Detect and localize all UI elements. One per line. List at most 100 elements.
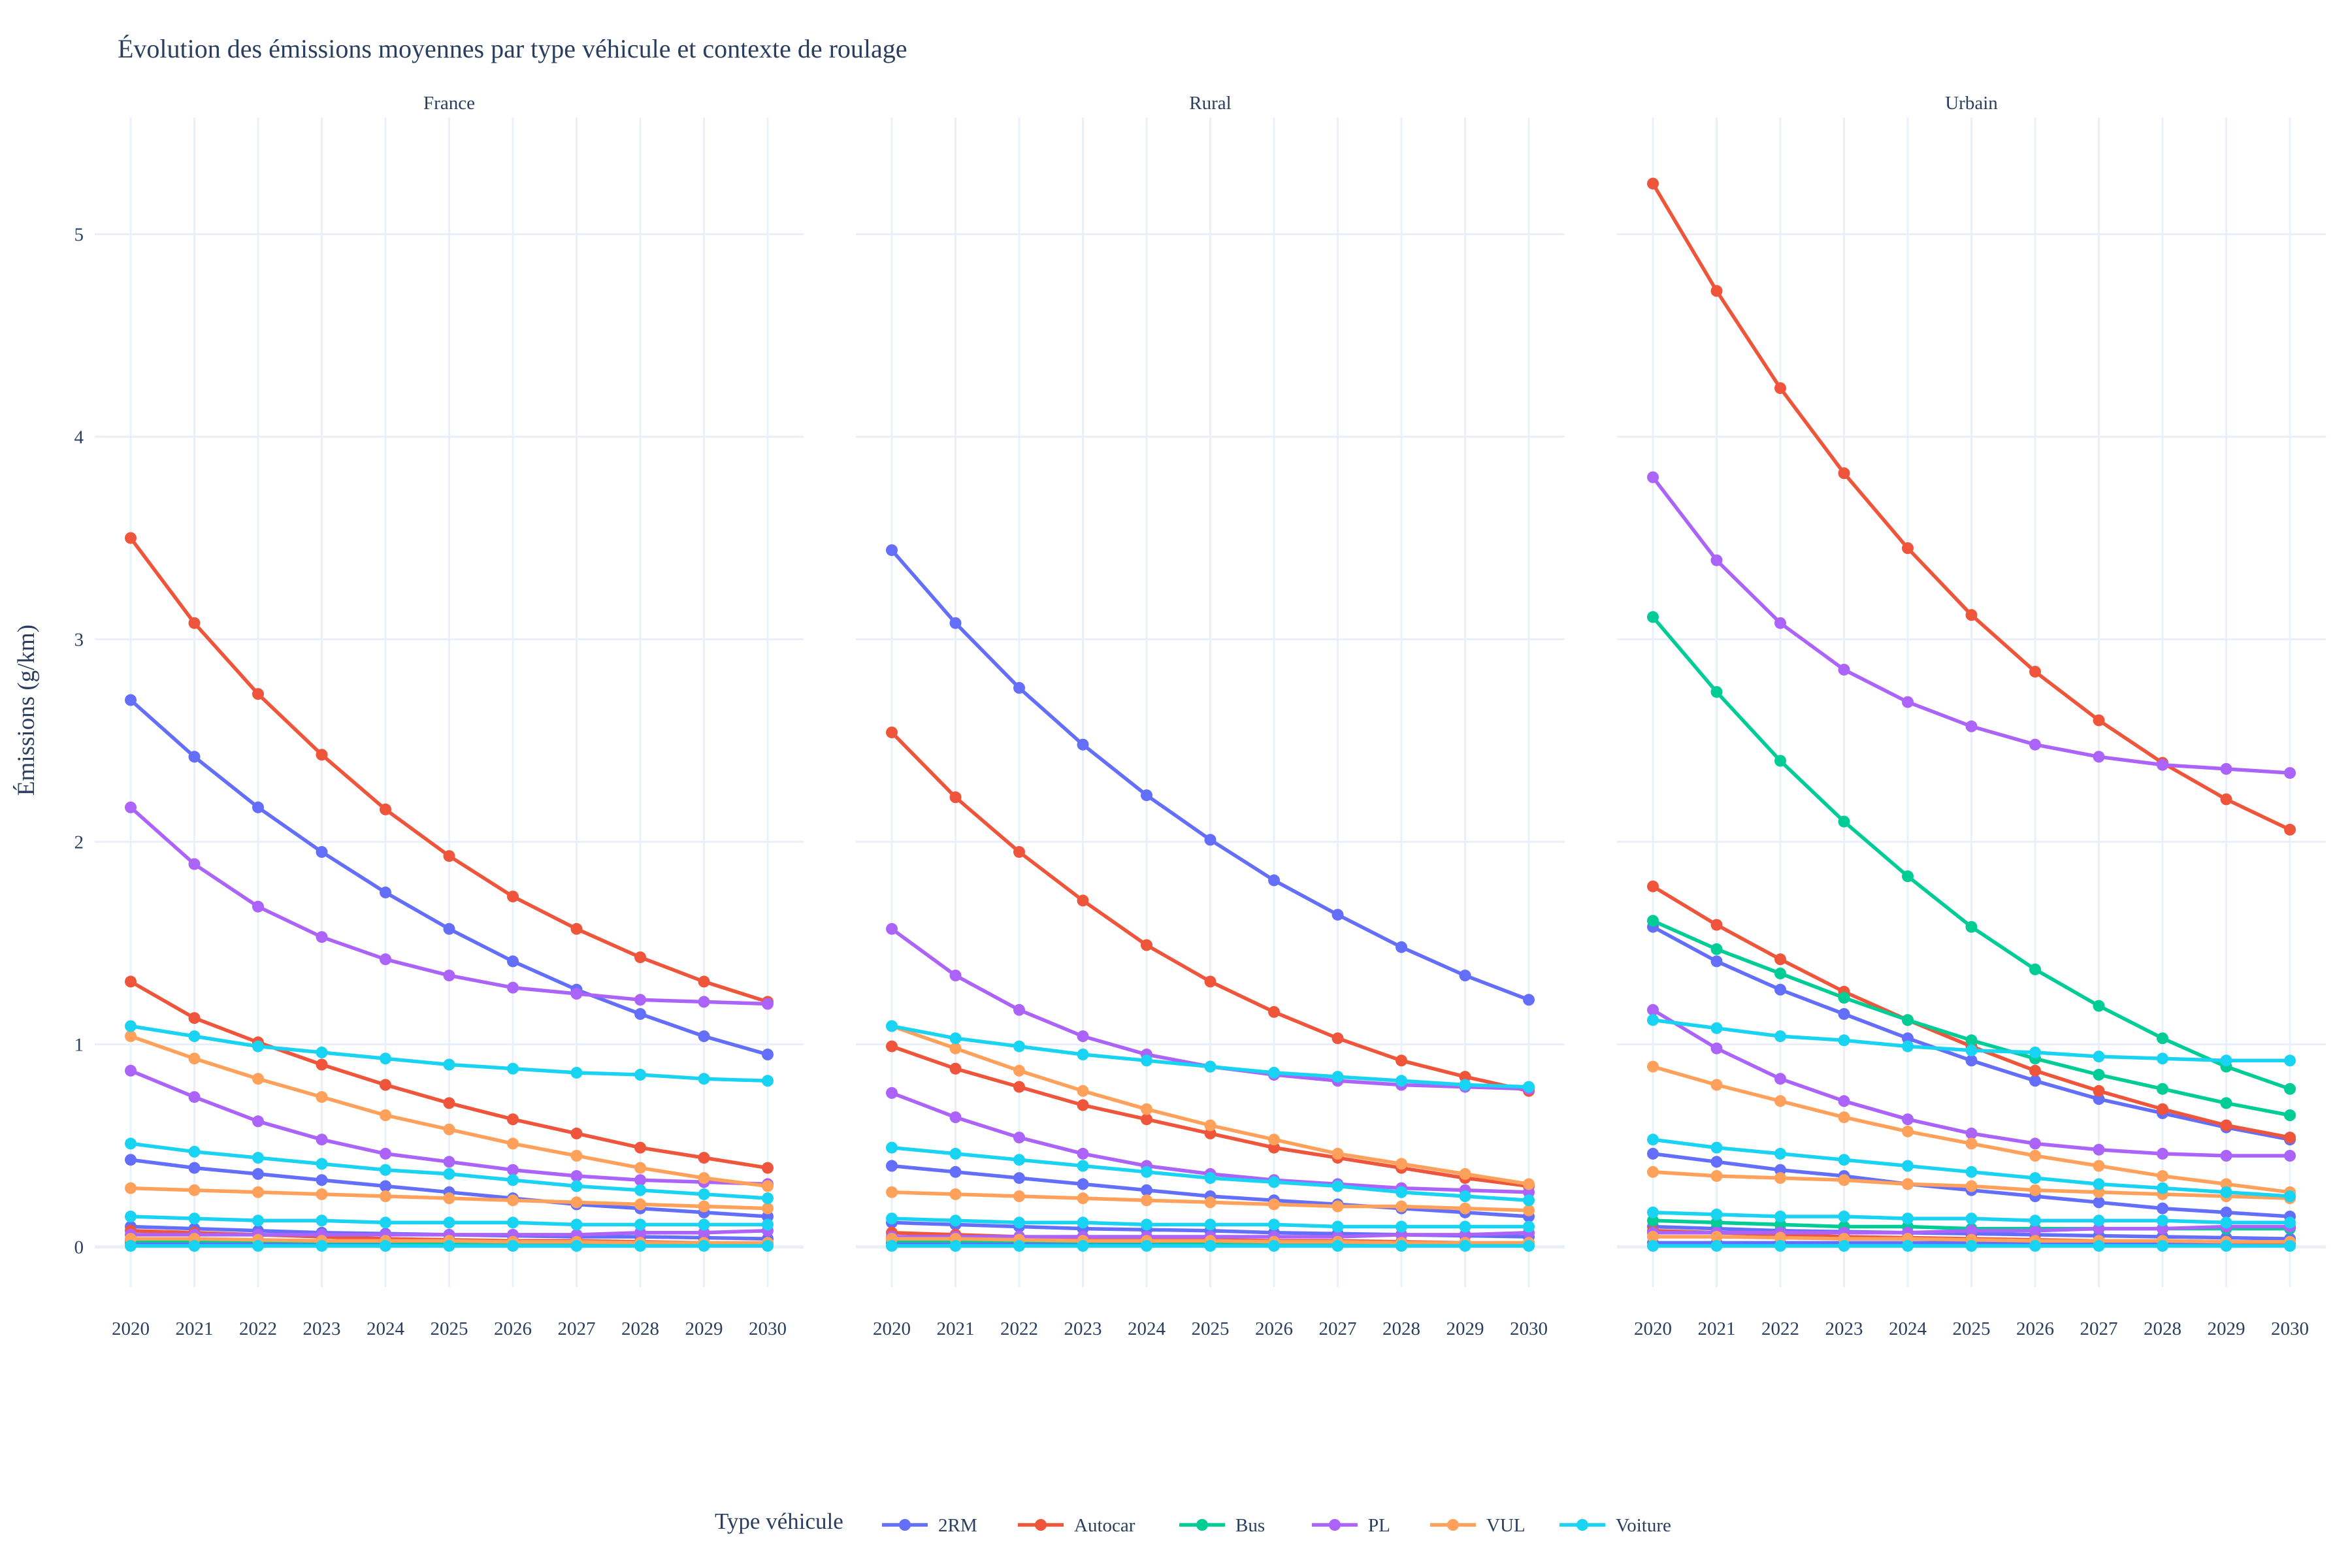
data-point [125,1020,137,1032]
data-point [2284,1239,2296,1252]
x-tick-label: 2024 [1889,1318,1927,1339]
data-point [443,1192,455,1205]
data-point [762,1180,774,1192]
data-point [252,1073,264,1085]
data-point [1204,975,1217,988]
data-point [886,1239,898,1252]
data-point [1710,1042,1723,1054]
x-tick-label: 2027 [558,1318,596,1339]
series-line-pl [125,1064,774,1190]
data-point [1077,1178,1089,1190]
data-point [1838,1154,1850,1166]
data-point [188,858,201,870]
data-point [949,1166,962,1178]
x-tick-label: 2024 [367,1318,405,1339]
data-point [2093,1222,2105,1235]
data-point [2093,1196,2105,1209]
data-point [316,931,328,943]
data-point [1838,664,1850,676]
legend-item-pl[interactable]: PL [1312,1515,1390,1536]
data-point [949,1042,962,1054]
data-point [316,1174,328,1186]
data-point [1523,1220,1535,1233]
data-point [570,1170,583,1182]
data-point [698,1218,710,1231]
data-point [1774,1095,1786,1107]
x-tick-label: 2022 [1761,1318,1799,1339]
data-point [1013,1172,1025,1184]
series-line-voiture [886,1141,1535,1207]
data-point [1523,994,1535,1006]
legend-swatch-marker [1035,1519,1047,1531]
x-tick-label: 2025 [1192,1318,1230,1339]
data-point [886,544,898,557]
data-point [1331,1071,1344,1083]
data-point [507,1062,519,1075]
legend-item-2rm[interactable]: 2RM [882,1515,977,1536]
data-point [125,1154,137,1166]
data-point [2220,1178,2232,1190]
data-point [1710,943,1723,955]
data-point [1396,1200,1407,1213]
data-point [1838,1239,1850,1252]
data-point [2220,1217,2232,1229]
data-point [1396,1228,1407,1241]
data-point [1647,1166,1659,1178]
data-point [507,955,519,968]
data-point [698,1172,710,1184]
data-point [570,988,583,1000]
data-point [1647,471,1659,483]
data-point [316,1158,328,1170]
data-point [634,994,646,1006]
data-point [1838,1095,1850,1107]
data-point [316,1058,328,1071]
data-point [570,1180,583,1192]
data-point [1331,1239,1344,1252]
data-point [1331,1200,1344,1213]
data-point [507,1217,519,1229]
data-point [1204,1127,1217,1139]
y-axis-title: Émissions (g/km) [12,625,40,796]
series-line-voiture [1647,1206,2296,1229]
data-point [1838,1111,1850,1124]
data-point [2029,1215,2041,1227]
data-point [1204,1239,1217,1252]
legend-item-autocar[interactable]: Autocar [1018,1515,1135,1536]
data-point [886,1020,898,1032]
data-point [2093,1239,2105,1252]
data-point [2284,767,2296,779]
data-point [570,1239,583,1252]
data-point [507,1174,519,1186]
legend-item-bus[interactable]: Bus [1179,1515,1265,1536]
data-point [1902,1113,1914,1126]
data-point [1077,1030,1089,1043]
data-point [380,887,391,898]
legend-item-vul[interactable]: VUL [1430,1515,1526,1536]
data-point [1523,1194,1535,1207]
y-tick-label: 2 [74,832,84,853]
data-point [380,1109,391,1121]
series-line-pl [1647,1004,2296,1162]
data-point [2220,1186,2232,1198]
data-point [507,890,519,903]
x-tick-label: 2025 [431,1318,468,1339]
data-point [2284,823,2296,836]
legend-swatch-marker [1447,1519,1459,1531]
legend-item-voiture[interactable]: Voiture [1560,1515,1671,1536]
x-tick-label: 2025 [1953,1318,1991,1339]
x-tick-label: 2023 [1064,1318,1102,1339]
data-point [2157,1182,2168,1194]
series-line-voiture [1647,1134,2296,1202]
data-point [380,1217,391,1229]
data-point [2284,1217,2296,1229]
data-point [2093,1000,2105,1012]
data-point [2157,1083,2168,1095]
data-point [1077,894,1089,907]
data-point [886,923,898,935]
data-point [2093,1051,2105,1063]
data-point [1141,1218,1152,1231]
data-point [1077,1217,1089,1229]
data-point [634,1239,646,1252]
data-point [443,1217,455,1229]
series-line-vul [125,1030,774,1192]
